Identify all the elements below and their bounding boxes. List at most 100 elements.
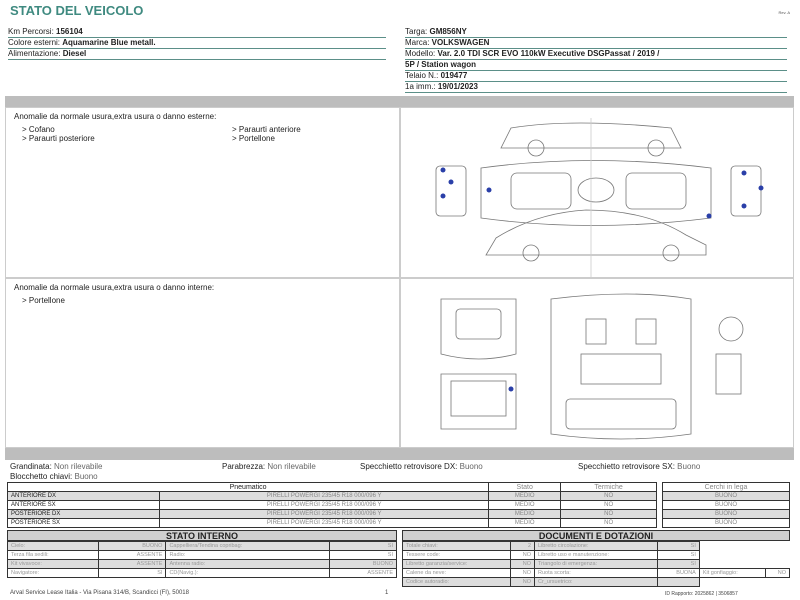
plate-row: Targa: GM856NY — [405, 27, 787, 38]
field-value: NO — [509, 559, 536, 569]
interior-damage-markers — [508, 386, 514, 392]
field-label: CD(Navig.): — [165, 568, 330, 578]
field-label: Antenna radio: — [165, 559, 330, 569]
divider-bar — [5, 448, 794, 460]
field-label: Ruota scorta: — [534, 568, 658, 578]
interior-diagram — [400, 278, 794, 448]
table-row: Kit vivavoce: ASSENTE Antenna radio: BUONO — [6, 559, 398, 569]
field-value: NO — [509, 568, 536, 578]
damage-item: > Portellone — [22, 296, 65, 305]
chassis-row: Telaio N.: 019477 — [405, 71, 787, 82]
damage-item: > Portellone — [232, 134, 275, 143]
field-label: Triangolo di emergenza: — [534, 559, 658, 569]
rim-status: BUONO — [662, 491, 790, 501]
windshield-check: Parabrezza: Non rilevabile — [222, 462, 316, 471]
damage-dot — [486, 187, 492, 193]
field-label: Libretto garanzia/service: — [402, 559, 511, 569]
documents-table: Totale chiavi: 2 Libretto circolazione: SI T… — [402, 541, 791, 587]
report-id: ID Rapporto: 2025862 | 3506857 — [665, 591, 738, 597]
table-row: ANTERIORE SX PIRELLI POWERGI 235/45 R18 0… — [6, 500, 657, 510]
rim-status: BUONO — [662, 500, 790, 510]
field-label: Terza fila sedili: — [6, 550, 100, 560]
hail-check: Grandinata: Non rilevabile — [10, 462, 103, 471]
table-row: POSTERIORE SX PIRELLI POWERGI 235/45 R18 … — [6, 518, 657, 528]
interior-damage-panel: Anomalie da normale usura,extra usura o … — [5, 278, 400, 448]
field-value: SI — [328, 541, 398, 551]
field-label: Kit gonfiaggio: — [698, 568, 766, 578]
field-value: ASSENTE — [98, 550, 167, 560]
damage-dot — [741, 203, 747, 209]
col-header: Termiche — [560, 482, 657, 492]
interior-status-section: STATO INTERNO Cielo: BUONO Cappelliera/Ten… — [6, 530, 398, 578]
col-header: Stato — [488, 482, 562, 492]
table-row: Tessere code: NO Libretto uso e manutenzio… — [402, 550, 790, 560]
footer-address: Arval Service Lease Italia - Via Pisana … — [10, 590, 189, 596]
tyre-table: Pneumatico Stato Termiche ANTERIORE DX PIRE… — [6, 482, 657, 528]
exterior-diagram — [400, 107, 794, 278]
field-value: BUONO — [98, 541, 167, 551]
field-label: Calene da neve: — [402, 568, 511, 578]
field-label: Tessere code: — [402, 550, 511, 560]
field-value: SI — [98, 568, 167, 578]
rim-status: BUONO — [662, 509, 790, 519]
revision: Rev. A — [778, 10, 791, 15]
field-label: Libretto uso e manutenzione: — [534, 550, 658, 560]
model-row-cont: 5P / Station wagon — [405, 60, 787, 71]
table-row: Navigatore: SI CD(Navig.): ASSENTE — [6, 568, 398, 578]
field-value: ASSENTE — [328, 568, 398, 578]
fuel-row: Alimentazione: Diesel — [8, 49, 386, 60]
damage-item: > Paraurti posteriore — [22, 134, 95, 143]
exterior-damage-panel: Anomalie da normale usura,extra usura o … — [5, 107, 400, 278]
field-value: NO — [509, 550, 536, 560]
field-value: SI — [656, 541, 700, 551]
field-label: Kit vivavoce: — [6, 559, 100, 569]
field-label: Libretto circolazione: — [534, 541, 658, 551]
mirror-left-check: Specchietto retrovisore SX: Buono — [578, 462, 701, 471]
interior-damage-title: Anomalie da normale usura,extra usura o … — [14, 283, 215, 292]
table-row: Libretto garanzia/service: NO Triangolo di… — [402, 559, 790, 569]
damage-dot — [508, 386, 514, 392]
damage-dot — [758, 185, 764, 191]
table-row: POSTERIORE DX PIRELLI POWERGI 235/45 R18 … — [6, 509, 657, 519]
field-value: BUONA — [656, 568, 700, 578]
car-exterior-diagram-icon — [435, 118, 762, 278]
section-title: DOCUMENTI E DOTAZIONI — [402, 530, 790, 541]
table-row: Cielo: BUONO Cappelliera/Tendina copribag:… — [6, 541, 398, 551]
damage-markers — [440, 167, 764, 219]
page-number: 1 — [385, 590, 389, 596]
section-title: STATO INTERNO — [7, 530, 397, 541]
damage-item: > Paraurti anteriore — [232, 125, 301, 134]
field-label: Cr_ursuetrico: — [534, 577, 658, 587]
vehicle-info-left: Km Percorsi: 156104 Colore esterni: Aqua… — [8, 27, 386, 60]
field-value: SI — [656, 559, 700, 569]
field-value: SI — [328, 550, 398, 560]
field-label: Codice autoradio: — [402, 577, 511, 587]
rims-table: Cerchi in lega BUONO BUONO BUONO BUONO — [662, 482, 790, 528]
key-lock-check: Blocchetto chiavi: Buono — [10, 472, 98, 481]
divider-bar — [5, 96, 794, 107]
rim-status: BUONO — [662, 518, 790, 528]
damage-dot — [706, 213, 712, 219]
field-label: Radio: — [165, 550, 330, 560]
exterior-damage-title: Anomalie da normale usura,extra usura o … — [14, 112, 217, 121]
col-header: Cerchi in lega — [662, 482, 790, 492]
field-value: BUONO — [328, 559, 398, 569]
documents-section: DOCUMENTI E DOTAZIONI Totale chiavi: 2 Lib… — [402, 530, 791, 587]
table-row: ANTERIORE DX PIRELLI POWERGI 235/45 R18 0… — [6, 491, 657, 501]
car-interior-diagram-icon — [440, 293, 744, 440]
field-label: Navigatore: — [6, 568, 100, 578]
table-row: Codice autoradio: NO Cr_ursuetrico: — [402, 577, 790, 587]
table-row: Terza fila sedili: ASSENTE Radio: SI — [6, 550, 398, 560]
damage-dot — [440, 193, 446, 199]
damage-dot — [440, 167, 446, 173]
field-value: ASSENTE — [98, 559, 167, 569]
page-title: STATO DEL VEICOLO — [10, 3, 144, 18]
damage-dot — [741, 170, 747, 176]
field-label: Cielo: — [6, 541, 100, 551]
mirror-right-check: Specchietto retrovisore DX: Buono — [360, 462, 483, 471]
km-row: Km Percorsi: 156104 — [8, 27, 386, 38]
field-value — [656, 577, 700, 587]
damage-dot — [448, 179, 454, 185]
field-value: NO — [764, 568, 791, 578]
table-row: Totale chiavi: 2 Libretto circolazione: SI — [402, 541, 790, 551]
